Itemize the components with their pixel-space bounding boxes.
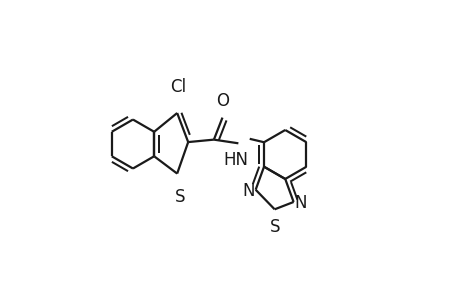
Text: O: O xyxy=(215,92,229,110)
Text: HN: HN xyxy=(223,151,247,169)
Text: N: N xyxy=(241,182,254,200)
Text: Cl: Cl xyxy=(170,78,186,96)
Text: S: S xyxy=(269,218,279,236)
Text: S: S xyxy=(174,188,185,206)
Text: N: N xyxy=(294,194,307,212)
